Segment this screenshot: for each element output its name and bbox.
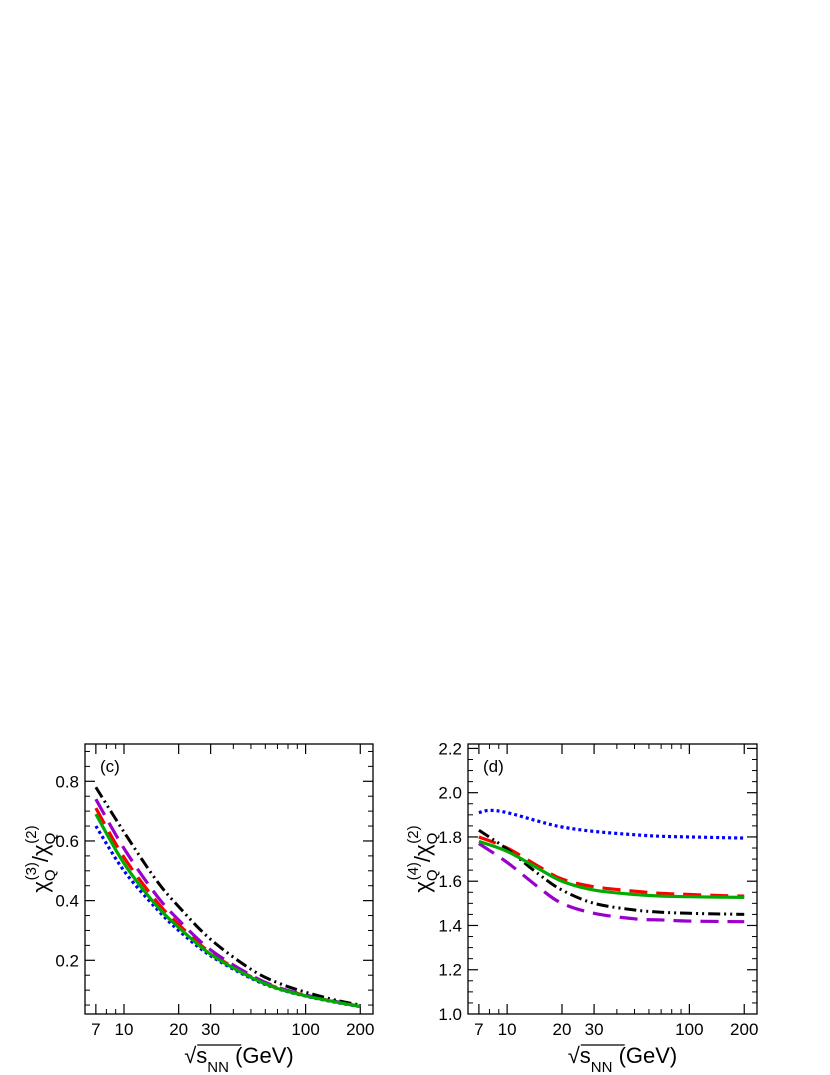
series-line-dotted <box>94 825 361 1009</box>
x-tick-label: 7 <box>474 1020 483 1039</box>
y-tick-label: 2.2 <box>438 739 462 758</box>
x-tick-label: 7 <box>91 1020 100 1039</box>
y-tick-label: 1.6 <box>438 872 462 891</box>
y-tick-label: 0.8 <box>55 772 79 791</box>
y-axis-subscript: Q <box>42 833 59 845</box>
x-tick-label: 10 <box>115 1020 134 1039</box>
x-axis-unit: (GeV) <box>612 1043 677 1068</box>
plot-frame <box>84 743 374 1015</box>
x-axis-subscript: NN <box>207 1059 229 1075</box>
series-line-dash-dot-dot <box>94 786 361 1007</box>
chi-symbol: χ <box>410 844 435 856</box>
x-tick-label: 200 <box>346 1020 374 1039</box>
x-tick-label: 100 <box>675 1020 703 1039</box>
x-axis-unit: (GeV) <box>229 1043 294 1068</box>
series-line-dotted <box>478 808 745 840</box>
x-tick-label: 30 <box>201 1020 220 1039</box>
series-line-long-dash <box>94 807 361 1008</box>
x-tick-label: 20 <box>553 1020 572 1039</box>
y-axis-superscript: (2) <box>23 825 40 843</box>
fraction-slash: / <box>28 855 53 862</box>
y-axis-superscript: (3) <box>23 862 40 880</box>
y-tick-label: 1.4 <box>438 916 462 935</box>
y-axis-superscript: (2) <box>405 825 422 843</box>
plot-frame <box>467 743 758 1015</box>
chi-symbol: χ <box>410 881 435 893</box>
series-line-solid <box>478 839 745 899</box>
panel-label: (c) <box>100 757 120 776</box>
x-axis-title: √sNN (GeV) <box>568 1043 678 1075</box>
y-tick-label: 0.4 <box>55 892 79 911</box>
y-tick-label: 2.0 <box>438 784 462 803</box>
y-axis-subscript: Q <box>424 869 441 881</box>
fraction-slash: / <box>410 855 435 862</box>
x-tick-label: 30 <box>585 1020 604 1039</box>
series-line-long-dash <box>478 835 745 898</box>
x-axis-title: √sNN (GeV) <box>184 1043 294 1075</box>
x-tick-label: 10 <box>498 1020 517 1039</box>
x-axis-subscript: NN <box>591 1059 613 1075</box>
x-tick-label: 20 <box>169 1020 188 1039</box>
chi-symbol: χ <box>28 881 53 893</box>
panel-d: 7 10 20 30 100 200 1.0 1.2 1.4 1.6 1.8 2.0 2.2 (d) √sN… <box>405 739 758 1075</box>
panel-label: (d) <box>483 757 504 776</box>
x-axis-variable: s <box>196 1043 207 1068</box>
y-tick-label: 1.8 <box>438 828 462 847</box>
y-tick-label: 1.2 <box>438 961 462 980</box>
y-axis-title: χQ(3)/χQ(2) <box>23 825 59 892</box>
series-line-long-dash <box>478 842 745 924</box>
y-tick-label: 0.6 <box>55 832 79 851</box>
chi-symbol: χ <box>28 844 53 856</box>
y-axis-subscript: Q <box>424 833 441 845</box>
y-axis-subscript: Q <box>42 869 59 881</box>
x-axis-variable: s <box>580 1043 591 1068</box>
sqrt-symbol: √ <box>568 1043 581 1068</box>
x-tick-label: 200 <box>730 1020 758 1039</box>
sqrt-symbol: √ <box>184 1043 197 1068</box>
y-axis-superscript: (4) <box>405 862 422 880</box>
y-axis-title: χQ(4)/χQ(2) <box>405 825 441 892</box>
y-tick-label: 0.2 <box>55 951 79 970</box>
x-tick-label: 100 <box>291 1020 319 1039</box>
series-line-long-dash <box>94 798 361 1008</box>
series-line-dash-dot-dot <box>478 829 745 916</box>
y-tick-label: 1.0 <box>438 1005 462 1024</box>
series-line-solid <box>94 813 361 1009</box>
